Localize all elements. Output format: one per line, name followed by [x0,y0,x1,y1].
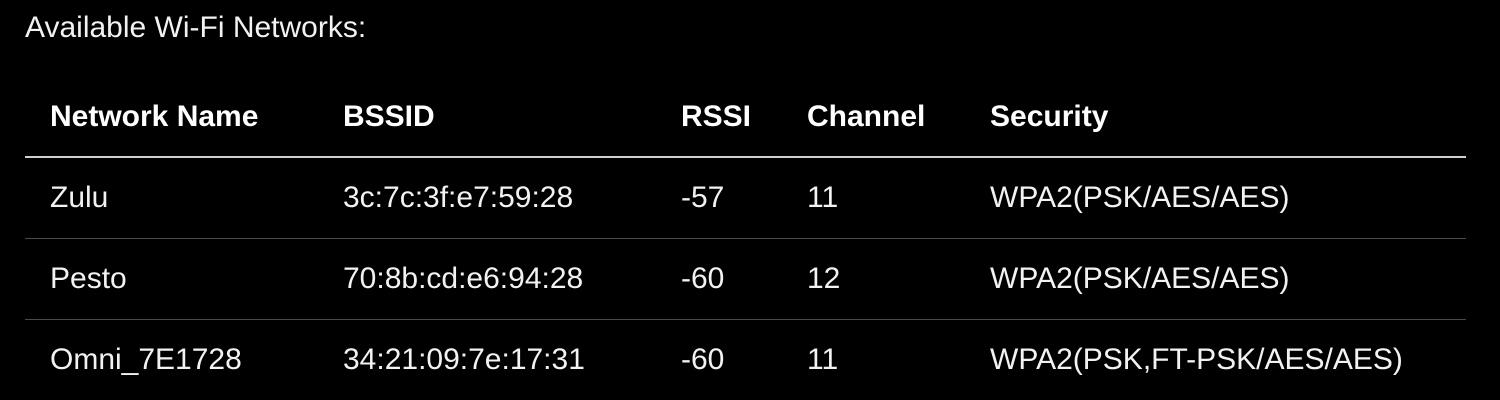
wifi-networks-table: Network Name BSSID RSSI Channel Security… [25,78,1466,400]
table-header-row: Network Name BSSID RSSI Channel Security [25,78,1466,158]
rssi-cell: -57 [681,181,725,214]
channel-cell: 11 [807,343,839,376]
security-cell: WPA2(PSK/AES/AES) [990,262,1290,295]
table-row: Zulu 3c:7c:3f:e7:59:28 -57 11 WPA2(PSK/A… [25,158,1466,239]
column-header-channel: Channel [807,100,926,133]
security-cell: WPA2(PSK/AES/AES) [990,181,1290,214]
column-header-bssid: BSSID [343,100,435,133]
bssid-cell: 70:8b:cd:e6:94:28 [343,262,584,295]
bssid-cell: 3c:7c:3f:e7:59:28 [343,181,574,214]
channel-cell: 11 [807,181,839,214]
column-header-rssi: RSSI [681,100,752,133]
rssi-cell: -60 [681,343,725,376]
network-name-cell: Omni_7E1728 [50,343,242,376]
rssi-cell: -60 [681,262,725,295]
table-row: Pesto 70:8b:cd:e6:94:28 -60 12 WPA2(PSK/… [25,239,1466,320]
security-cell: WPA2(PSK,FT-PSK/AES/AES) [990,343,1403,376]
network-name-cell: Pesto [50,262,127,295]
bssid-cell: 34:21:09:7e:17:31 [343,343,585,376]
column-header-security: Security [990,100,1109,133]
network-name-cell: Zulu [50,181,109,214]
channel-cell: 12 [807,262,841,295]
table-row: Omni_7E1728 34:21:09:7e:17:31 -60 11 WPA… [25,320,1466,400]
column-header-network-name: Network Name [50,100,259,133]
page-title: Available Wi-Fi Networks: [25,11,367,44]
